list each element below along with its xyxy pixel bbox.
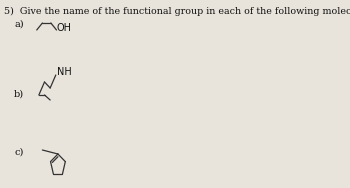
Text: c): c) (14, 148, 23, 157)
Text: b): b) (14, 90, 24, 99)
Text: 5)  Give the name of the functional group in each of the following molecules.: 5) Give the name of the functional group… (4, 7, 350, 16)
Text: OH: OH (56, 23, 71, 33)
Text: a): a) (14, 20, 24, 29)
Text: NH: NH (56, 67, 71, 77)
